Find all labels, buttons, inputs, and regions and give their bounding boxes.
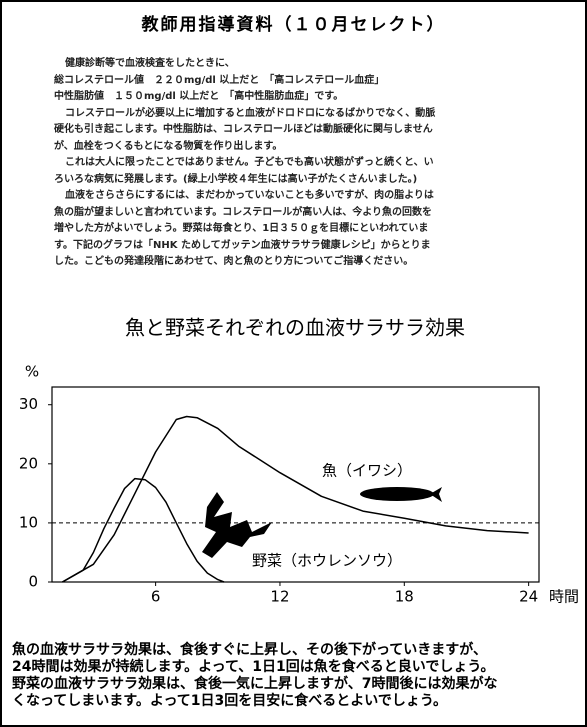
y-tick-label: 30 [19, 395, 38, 413]
y-tick-label: 20 [19, 454, 38, 472]
series-line [62, 479, 224, 582]
x-tick-label: 6 [151, 588, 161, 606]
fish-icon [360, 487, 434, 501]
footer-line: くなってしまいます。よって1日3回を目安に食べるとよいでしょう。 [12, 693, 582, 710]
y-tick-label: 0 [28, 573, 38, 591]
y-tick-label: 10 [19, 513, 38, 531]
x-tick-label: 12 [270, 588, 289, 606]
page: 教師用指導資料（１０月セレクト） 健康診断等で血液検査をしたときに、総コレステロ… [0, 0, 587, 727]
vegetable-icon [202, 492, 272, 558]
chart-title: 魚と野菜それぞれの血液サラサラ効果 [125, 316, 465, 340]
y-axis-label: % [25, 363, 39, 381]
footer-line: 24時間は効果が持続します。よって、1日1回は魚を食べると良いでしょう。 [12, 659, 582, 676]
chart: 魚と野菜それぞれの血液サラサラ効果 % 時間 0 10 20 30 6 12 18 24 魚（イ… [2, 2, 585, 725]
footer-text: 魚の血液サラサラ効果は、食後すぐに上昇し、その後下がっていきますが、24時間は効… [12, 642, 582, 710]
x-tick-label: 18 [395, 588, 414, 606]
footer-line: 魚の血液サラサラ効果は、食後すぐに上昇し、その後下がっていきますが、 [12, 642, 582, 659]
series-label: 野菜（ホウレンソウ） [252, 552, 402, 570]
x-tick-label: 24 [519, 588, 538, 606]
fish-tail [430, 487, 442, 502]
x-axis-label: 時間 [549, 588, 579, 606]
series-label: 魚（イワシ） [322, 462, 412, 480]
footer-line: 野菜の血液サラサラ効果は、食後一気に上昇しますが、7時間後には効果がな [12, 676, 582, 693]
